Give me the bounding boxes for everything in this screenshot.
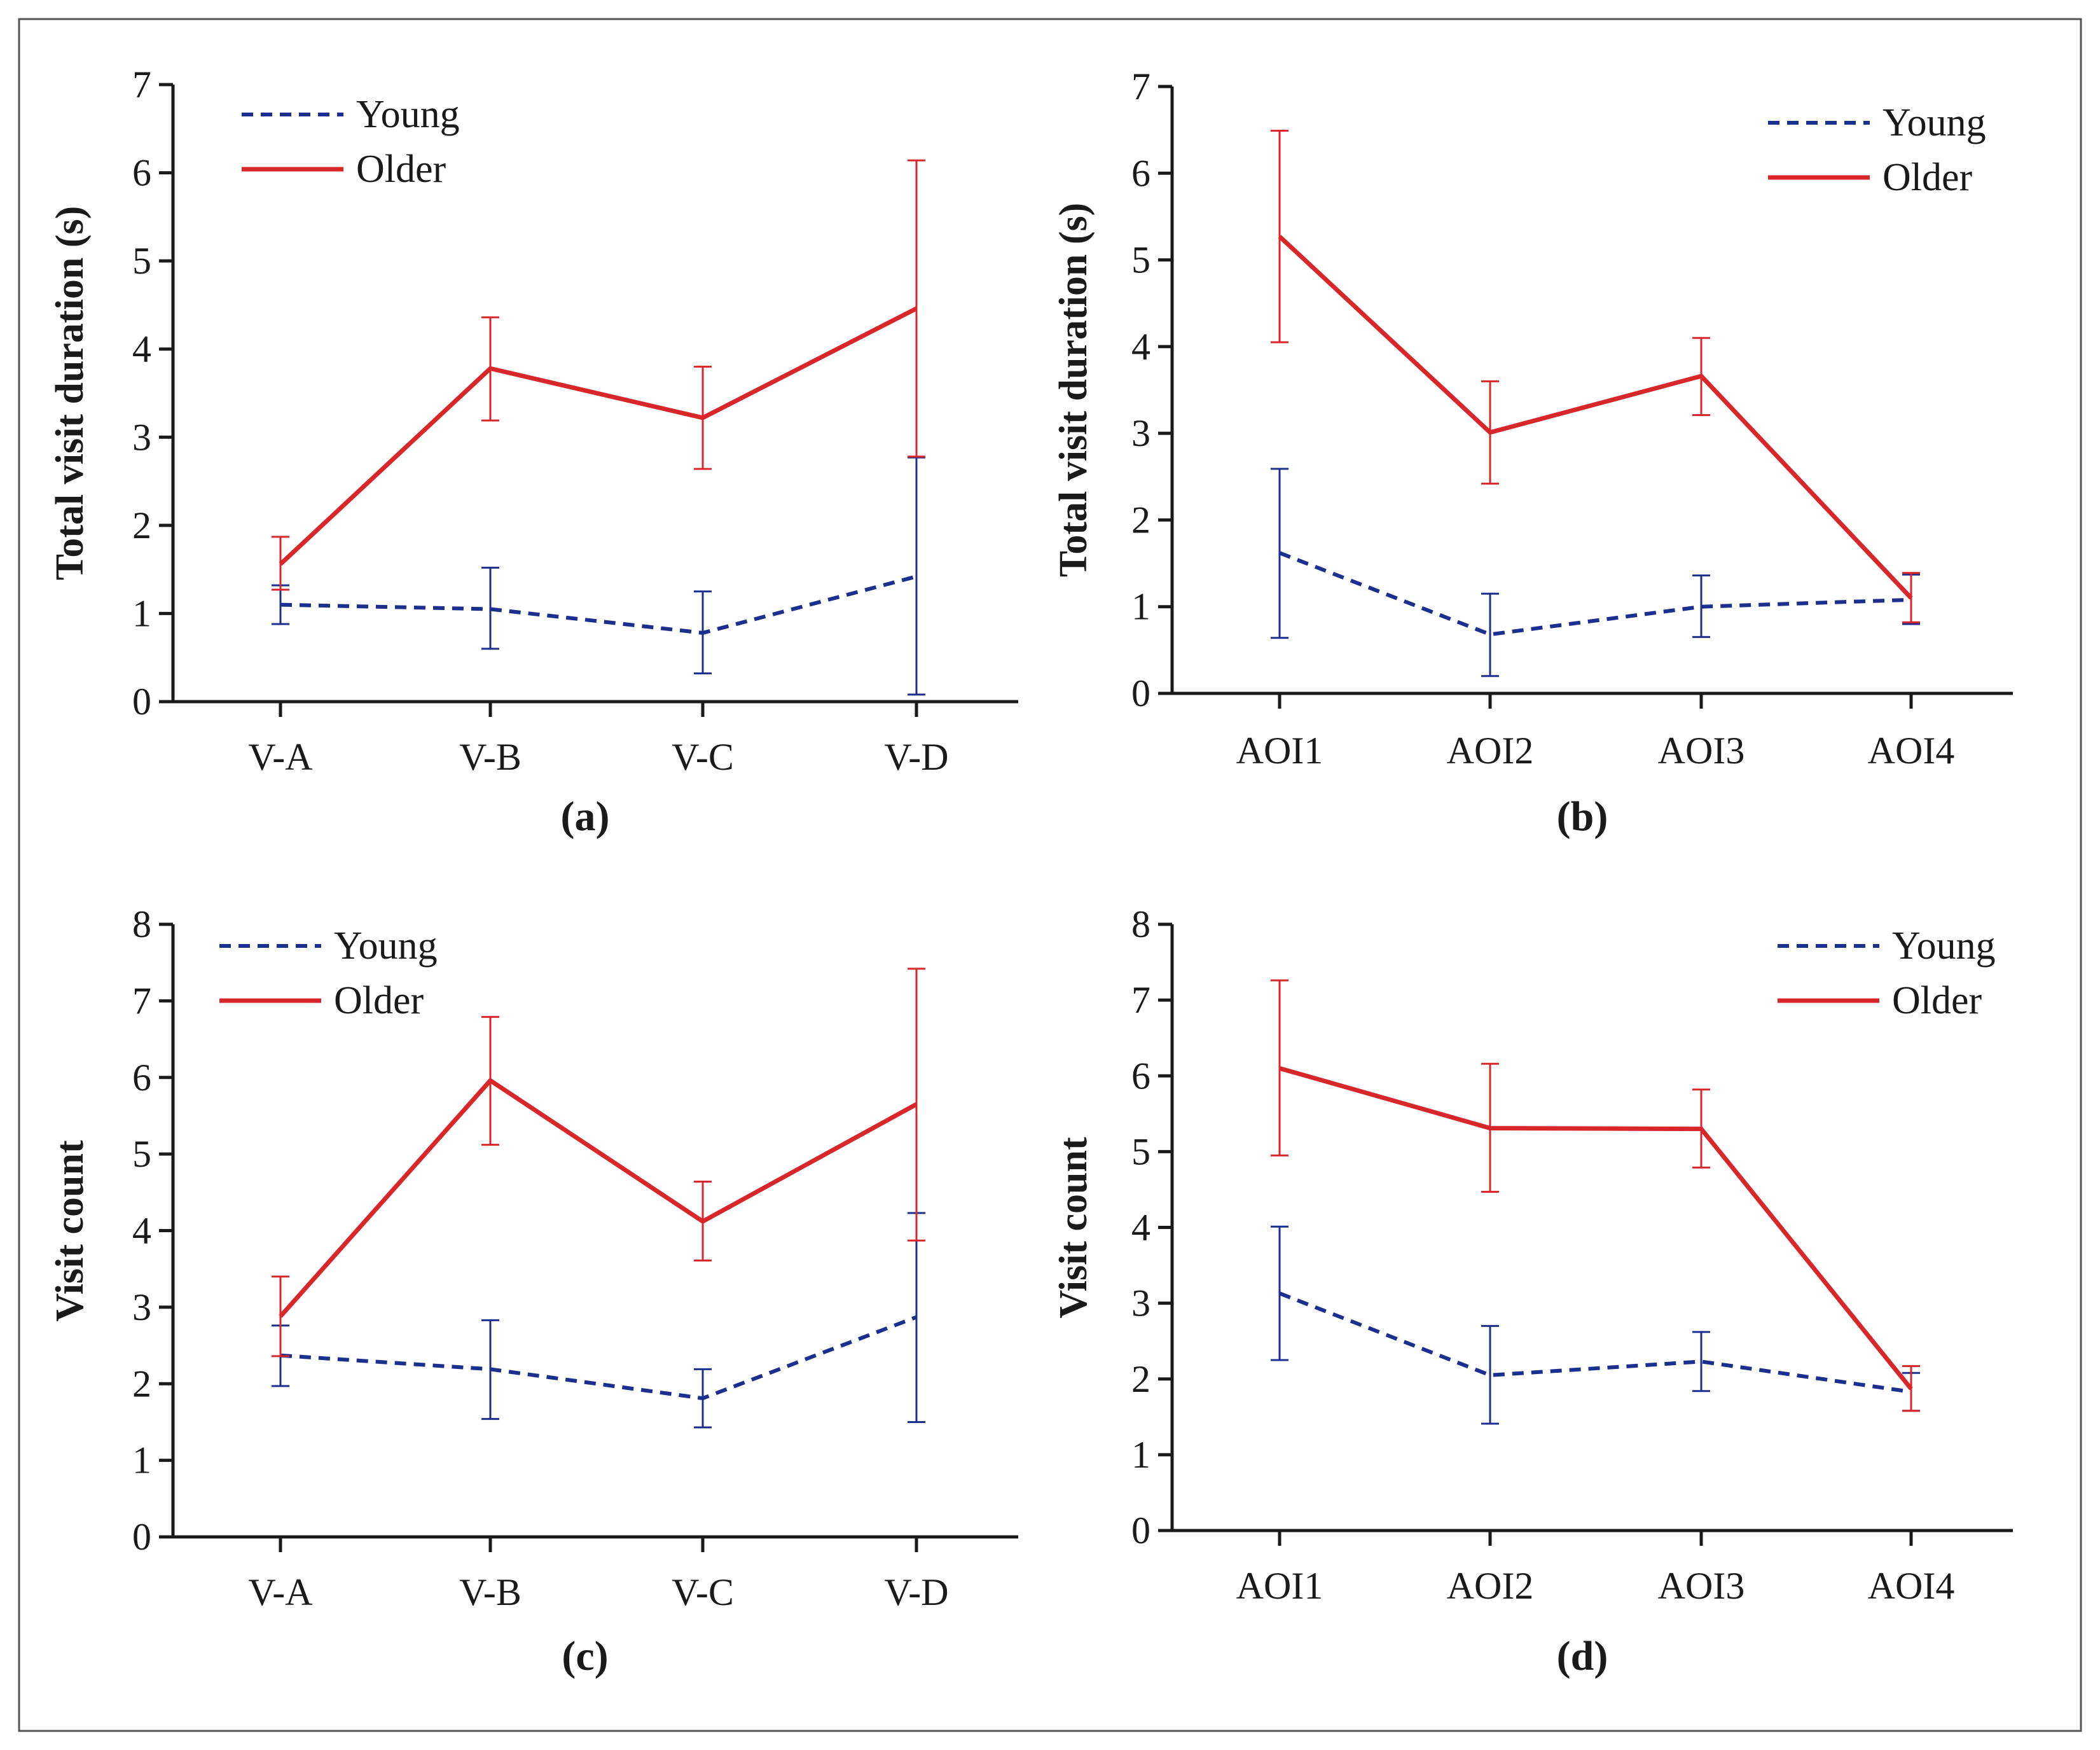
panels-container: 0 1 2 3 4 5 6 7 V-A V-B V-C V-D Total visit duration… [48, 64, 2013, 1679]
panel-label: (b) [1557, 793, 1608, 840]
y-tick-label: 4 [1131, 1207, 1150, 1249]
x-tick-label: AOI2 [1447, 730, 1534, 772]
y-axis-label: Total visit duration (s) [48, 206, 92, 581]
y-tick-label: 1 [1131, 1434, 1150, 1476]
series-young [1271, 468, 1920, 677]
y-tick-label: 6 [132, 1057, 151, 1099]
x-tick-label: AOI4 [1868, 730, 1955, 772]
y-tick-label: 8 [132, 903, 151, 945]
series-line-older [279, 306, 918, 566]
y-tick-label: 6 [1131, 152, 1150, 194]
legend-label-older: Older [1892, 979, 1982, 1022]
y-tick-label: 3 [1131, 412, 1150, 454]
y-tick-label: 5 [132, 240, 151, 282]
legend-label-older: Older [334, 979, 424, 1022]
legend: Young Older [1778, 924, 1996, 1022]
y-tick-label: 0 [1131, 672, 1150, 714]
figure-frame [18, 18, 2082, 1732]
x-tick-label: V-B [459, 1571, 522, 1613]
x-tick-label: V-A [248, 1571, 312, 1613]
x-tick-label: AOI1 [1236, 1565, 1323, 1607]
series-older [1271, 979, 1920, 1412]
x-tick-label: V-C [672, 736, 734, 778]
legend-label-older: Older [1882, 156, 1973, 199]
y-tick-label: 2 [1131, 1358, 1150, 1400]
panel-label: (a) [561, 793, 610, 840]
chart-panel-1: 0 1 2 3 4 5 6 7 V-A V-B V-C V-D Total visit duration… [48, 64, 1018, 840]
y-tick-label: 5 [1131, 239, 1150, 281]
legend: Young Older [1768, 101, 1986, 199]
panel-label: (d) [1557, 1633, 1608, 1679]
x-tick-label: AOI3 [1658, 730, 1745, 772]
legend-label-older: Older [356, 148, 446, 191]
y-tick-label: 4 [132, 328, 151, 370]
y-tick-label: 7 [132, 64, 151, 106]
series-young [272, 456, 925, 696]
series-older [1271, 130, 1920, 623]
y-tick-label: 3 [1131, 1282, 1150, 1324]
y-tick-label: 1 [132, 1440, 151, 1482]
x-tick-label: AOI4 [1868, 1565, 1955, 1607]
y-axis-label: Total visit duration (s) [1052, 203, 1095, 578]
x-tick-label: V-C [672, 1571, 734, 1613]
series-line-older [1279, 1066, 1913, 1391]
x-tick-label: V-B [459, 736, 522, 778]
legend: Young Older [219, 924, 438, 1022]
legend-label-young: Young [1882, 101, 1986, 144]
y-tick-label: 7 [1131, 979, 1150, 1021]
y-tick-label: 6 [1131, 1055, 1150, 1097]
panel-label: (c) [562, 1633, 608, 1679]
y-tick-label: 5 [132, 1133, 151, 1175]
series-line-young [1278, 1291, 1912, 1394]
series-young [272, 1212, 925, 1429]
x-tick-label: AOI2 [1447, 1565, 1534, 1607]
x-tick-label: V-A [248, 736, 312, 778]
legend-label-young: Young [1892, 924, 1996, 968]
y-tick-label: 0 [132, 681, 151, 723]
chart-panel-3: 0 1 2 3 4 5 6 7 8 V-A V-B V-C V-D Visit count (c) Young… [48, 903, 1018, 1679]
y-tick-label: 0 [1131, 1510, 1150, 1552]
series-line-young [280, 574, 917, 635]
legend: Young Older [242, 93, 460, 191]
y-tick-label: 1 [132, 592, 151, 634]
y-tick-label: 8 [1131, 903, 1150, 945]
series-older [272, 159, 925, 591]
y-tick-label: 0 [132, 1516, 151, 1558]
y-tick-label: 6 [132, 152, 151, 194]
x-tick-label: V-D [884, 736, 948, 778]
y-axis-label: Visit count [48, 1140, 92, 1322]
series-young [1271, 1225, 1920, 1425]
y-tick-label: 7 [132, 980, 151, 1022]
chart-panel-2: 0 1 2 3 4 5 6 7 AOI1 AOI2 AOI3 AOI4 Total visit dura… [1052, 66, 2013, 840]
y-tick-label: 2 [132, 504, 151, 546]
series-line-older [1278, 235, 1913, 600]
y-tick-label: 5 [1131, 1130, 1150, 1172]
x-tick-label: AOI3 [1658, 1565, 1745, 1607]
y-tick-label: 7 [1131, 66, 1150, 108]
y-axis-label: Visit count [1052, 1137, 1095, 1319]
y-tick-label: 2 [1131, 499, 1150, 541]
y-tick-label: 4 [1131, 326, 1150, 368]
y-tick-label: 3 [132, 1286, 151, 1328]
y-tick-label: 3 [132, 416, 151, 458]
x-tick-label: V-D [884, 1571, 948, 1613]
legend-label-young: Young [334, 924, 438, 968]
chart-panel-4: 0 1 2 3 4 5 6 7 8 AOI1 AOI2 AOI3 AOI4 Visit count (d) Y… [1052, 903, 2013, 1679]
series-line-young [1278, 551, 1912, 637]
series-line-young [280, 1315, 918, 1401]
y-tick-label: 1 [1131, 586, 1150, 628]
y-tick-label: 2 [132, 1363, 151, 1405]
y-tick-label: 4 [132, 1210, 151, 1252]
series-line-older [279, 1077, 918, 1318]
x-tick-label: AOI1 [1236, 730, 1323, 772]
legend-label-young: Young [356, 93, 460, 136]
series-older [272, 968, 925, 1358]
